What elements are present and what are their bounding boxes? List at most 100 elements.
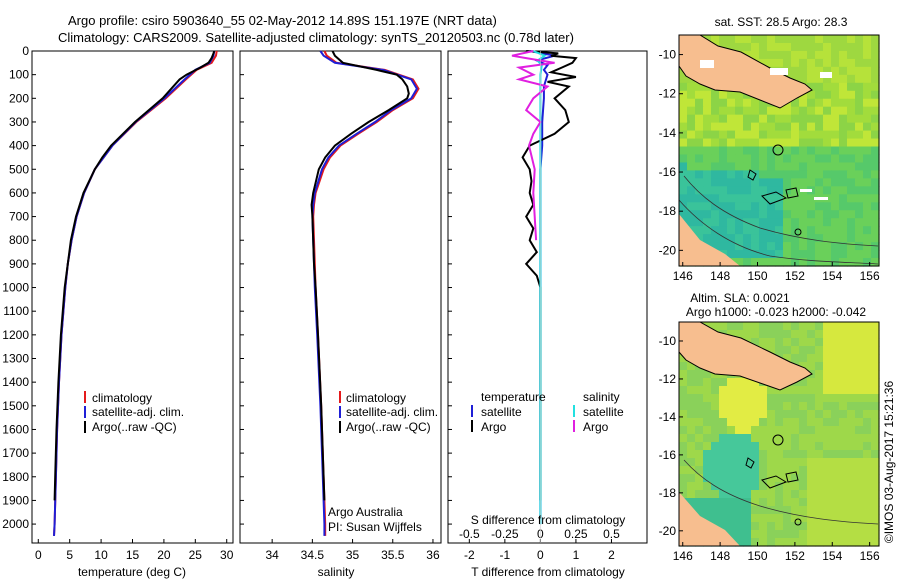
heatmap-cell bbox=[815, 226, 824, 235]
heatmap-cell bbox=[847, 362, 856, 371]
heatmap-cell bbox=[703, 218, 712, 227]
heatmap-cell bbox=[679, 130, 688, 140]
heatmap-cell bbox=[815, 498, 824, 507]
heatmap-cell bbox=[775, 242, 784, 251]
heatmap-cell bbox=[751, 35, 760, 44]
heatmap-cell bbox=[679, 490, 688, 499]
heatmap-cell bbox=[767, 146, 776, 156]
heatmap-cell bbox=[735, 466, 744, 475]
heatmap-cell bbox=[823, 466, 832, 475]
heatmap-cell bbox=[751, 114, 760, 124]
heatmap-cell bbox=[839, 466, 848, 475]
heatmap-cell bbox=[839, 442, 848, 451]
heatmap-cell bbox=[695, 146, 704, 156]
sla-map-panel: Altim. SLA: 0.0021 Argo h1000: -0.023 h2… bbox=[659, 291, 880, 563]
heatmap-cell bbox=[863, 482, 872, 491]
heatmap-cell bbox=[759, 210, 768, 219]
heatmap-cell bbox=[759, 482, 768, 491]
heatmap-cell bbox=[791, 418, 800, 427]
heatmap-cell bbox=[767, 50, 776, 60]
heatmap-cell bbox=[863, 178, 872, 187]
heatmap-cell bbox=[831, 202, 840, 211]
heatmap-cell bbox=[799, 226, 808, 235]
heatmap-cell bbox=[751, 410, 760, 419]
heatmap-cell bbox=[759, 410, 768, 419]
heatmap-cell bbox=[815, 186, 824, 195]
heatmap-cell bbox=[735, 194, 744, 203]
heatmap-cell bbox=[871, 466, 880, 475]
heatmap-cell bbox=[791, 66, 800, 76]
heatmap-cell bbox=[863, 322, 872, 331]
heatmap-cell bbox=[799, 58, 808, 68]
heatmap-cell bbox=[815, 474, 824, 483]
depth-tick-label: 700 bbox=[9, 210, 29, 224]
heatmap-cell bbox=[735, 138, 744, 148]
s-tick-label: 0.5 bbox=[603, 527, 620, 541]
heatmap-cell bbox=[679, 202, 688, 211]
heatmap-cell bbox=[719, 90, 728, 100]
heatmap-cell bbox=[799, 210, 808, 219]
heatmap-cell bbox=[807, 410, 816, 419]
legend-label-t-satellite: satellite bbox=[481, 405, 522, 419]
heatmap-cell bbox=[759, 50, 768, 60]
heatmap-cell bbox=[727, 202, 736, 211]
heatmap-cell bbox=[735, 442, 744, 451]
heatmap-cell bbox=[727, 106, 736, 116]
heatmap-cell bbox=[791, 146, 800, 156]
heatmap-cell bbox=[815, 82, 824, 92]
heatmap-cell bbox=[847, 474, 856, 483]
heatmap-cell bbox=[847, 442, 856, 451]
heatmap-cell bbox=[823, 178, 832, 187]
heatmap-cell bbox=[871, 506, 880, 515]
heatmap-cell bbox=[799, 202, 808, 211]
heatmap-cell bbox=[839, 402, 848, 411]
heatmap-cell bbox=[815, 35, 824, 44]
heatmap-cell bbox=[783, 106, 792, 116]
heatmap-cell bbox=[687, 90, 696, 100]
heatmap-cell bbox=[767, 330, 776, 339]
heatmap-cell bbox=[775, 426, 784, 435]
heatmap-cell bbox=[871, 410, 880, 419]
heatmap-cell bbox=[775, 410, 784, 419]
depth-tick-label: 1800 bbox=[2, 470, 29, 484]
heatmap-cell bbox=[807, 338, 816, 347]
heatmap-cell bbox=[703, 234, 712, 243]
heatmap-cell bbox=[767, 162, 776, 172]
heatmap-cell bbox=[743, 426, 752, 435]
heatmap-cell bbox=[863, 354, 872, 363]
heatmap-cell bbox=[807, 50, 816, 60]
heatmap-cell bbox=[687, 130, 696, 140]
heatmap-cell bbox=[695, 154, 704, 164]
heatmap-cell bbox=[743, 466, 752, 475]
heatmap-cell bbox=[863, 370, 872, 379]
x-tick-label: 2 bbox=[608, 548, 615, 562]
heatmap-cell bbox=[855, 330, 864, 339]
heatmap-cell bbox=[695, 162, 704, 172]
heatmap-cell bbox=[695, 186, 704, 195]
sla-land-corner bbox=[679, 492, 740, 546]
heatmap-cell bbox=[751, 402, 760, 411]
heatmap-cell bbox=[847, 506, 856, 515]
heatmap-cell bbox=[727, 474, 736, 483]
heatmap-cell bbox=[711, 90, 720, 100]
heatmap-cell bbox=[863, 226, 872, 235]
heatmap-cell bbox=[839, 170, 848, 179]
heatmap-cell bbox=[767, 170, 776, 179]
heatmap-cell bbox=[695, 498, 704, 507]
heatmap-cell bbox=[719, 522, 728, 531]
heatmap-cell bbox=[735, 386, 744, 395]
heatmap-cell bbox=[815, 506, 824, 515]
depth-tick-label: 2000 bbox=[2, 517, 29, 531]
credit-line-2: PI: Susan Wijffels bbox=[328, 520, 422, 534]
heatmap-cell bbox=[679, 378, 688, 387]
heatmap-cell bbox=[799, 418, 808, 427]
heatmap-cell bbox=[775, 162, 784, 172]
heatmap-cell bbox=[783, 242, 792, 251]
heatmap-cell bbox=[735, 506, 744, 515]
heatmap-cell bbox=[799, 338, 808, 347]
heatmap-cell bbox=[855, 162, 864, 172]
heatmap-cell bbox=[767, 450, 776, 459]
heatmap-cell bbox=[847, 90, 856, 100]
heatmap-cell bbox=[767, 226, 776, 235]
heatmap-cell bbox=[679, 106, 688, 116]
